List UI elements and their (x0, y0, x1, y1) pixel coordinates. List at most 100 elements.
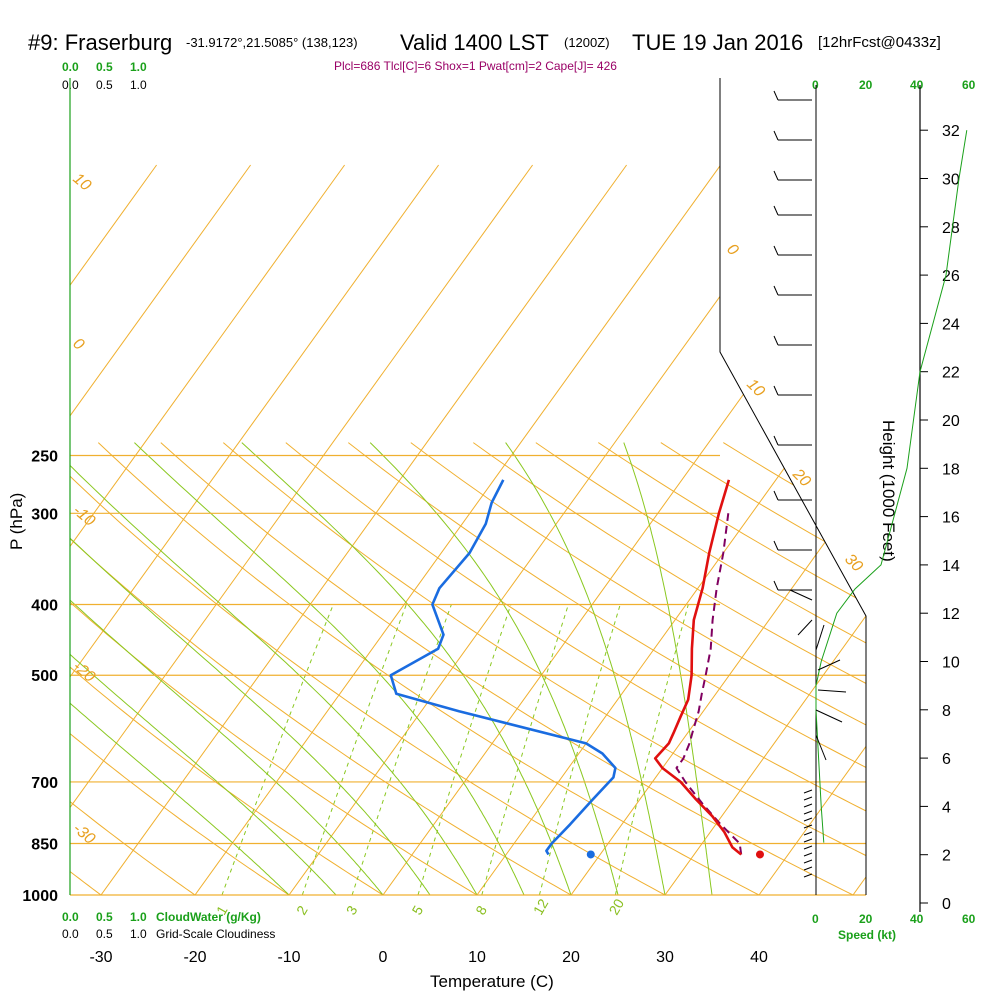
isotherm-line (194, 164, 722, 895)
mixing-ratio-line (417, 604, 512, 895)
isotherm-line (664, 164, 866, 895)
svg-text:40: 40 (910, 78, 924, 92)
wind-profile (815, 130, 968, 843)
pressure-tick-label: 250 (31, 448, 58, 465)
dry-adiabat (973, 443, 1000, 911)
dry-adiabat (70, 442, 218, 895)
x-tick-label: -20 (183, 949, 206, 966)
x-tick-label: 0 (379, 949, 388, 966)
top-cloud-scale: 0.0 0.5 1.0 0.0 0.5 1.0 (62, 60, 147, 92)
surface-temp-point (755, 850, 764, 859)
wind-barb-flag (773, 90, 779, 101)
moist-adiabat (70, 442, 431, 895)
svg-text:Grid-Scale Cloudiness: Grid-Scale Cloudiness (156, 927, 275, 941)
wind-barb (803, 859, 813, 864)
wind-barb-flag (773, 170, 779, 181)
dry-adiabat (598, 442, 866, 895)
isotherm-line (70, 164, 346, 895)
mixing-ratio-label: 20 (606, 896, 628, 918)
pressure-tick-label: 500 (31, 668, 58, 685)
wind-barb-flag (773, 435, 779, 446)
height-tick-label: 28 (942, 220, 960, 237)
moist-adiabat (369, 442, 619, 895)
mixing-ratio-label: 8 (472, 903, 490, 918)
isotherm-label: 10 (69, 170, 94, 195)
wind-barb (803, 838, 813, 843)
svg-text:CloudWater (g/Kg): CloudWater (g/Kg) (156, 910, 261, 924)
mixing-ratio-label: 3 (343, 903, 361, 918)
wind-barb-flag (773, 540, 779, 551)
dewpoint-line (389, 479, 617, 856)
svg-text:0.0: 0.0 (62, 60, 79, 74)
pressure-tick-label: 700 (31, 775, 58, 792)
dry-adiabat (347, 442, 866, 895)
wind-barb (803, 845, 813, 850)
wind-barbs (773, 90, 847, 878)
isotherm-label: 10 (743, 376, 768, 401)
wind-barb (817, 689, 847, 693)
mixing-ratio-line (351, 604, 452, 895)
isotherm-line (852, 164, 866, 895)
dry-adiabat (70, 442, 599, 895)
moist-adiabat (70, 442, 478, 895)
forecast-info: [12hrFcst@0433z] (818, 34, 941, 51)
moist-adiabat (134, 442, 525, 895)
svg-text:60: 60 (962, 912, 976, 926)
svg-text:0.5: 0.5 (96, 910, 113, 924)
moist-adiabat (623, 442, 713, 895)
height-tick-label: 10 (942, 655, 960, 672)
height-tick-label: 2 (942, 848, 951, 865)
pressure-tick-label: 1000 (22, 888, 58, 905)
height-tick-label: 30 (942, 172, 960, 189)
height-axis-label: Height (1000 Feet) (879, 420, 898, 562)
isotherm-label: 0 (69, 335, 87, 354)
mixing-ratio-labels: 1 2 3 5 8 12 20 (213, 896, 627, 918)
zulu-time: (1200Z) (564, 35, 610, 50)
isotherm-line (288, 164, 816, 895)
mixing-ratio-label: 12 (530, 896, 552, 918)
isobars (70, 454, 866, 896)
height-tick-label: 16 (942, 510, 960, 527)
height-tick-label: 24 (942, 316, 960, 333)
forecast-date: TUE 19 Jan 2016 (632, 30, 803, 55)
isotherm-line (758, 164, 866, 895)
wind-barb (803, 866, 813, 871)
x-tick-label: 20 (562, 949, 580, 966)
wind-barb (803, 789, 813, 794)
wind-barb-flag (773, 385, 779, 396)
wind-barb (803, 873, 813, 878)
wind-barb-flag (773, 580, 779, 591)
wind-barb (803, 831, 813, 836)
wind-barb (817, 659, 841, 671)
isotherm-label: 20 (788, 465, 813, 490)
station-coords: -31.9172°,21.5085° (138,123) (186, 35, 358, 50)
isotherm-line (476, 164, 866, 895)
mixing-ratio-label: 5 (408, 903, 426, 918)
svg-text:1.0: 1.0 (130, 927, 147, 941)
wind-barb (803, 852, 813, 857)
stability-params: Plcl=686 Tlcl[C]=6 Shox=1 Pwat[cm]=2 Cap… (334, 59, 617, 73)
svg-text:1.0: 1.0 (130, 910, 147, 924)
x-tick-label: -10 (277, 949, 300, 966)
plot-boundary (69, 78, 921, 912)
height-tick-label: 8 (942, 703, 951, 720)
svg-text:40: 40 (910, 912, 924, 926)
wind-barb-flag (773, 130, 779, 141)
wind-barb (789, 589, 813, 601)
dry-adiabat (285, 442, 866, 895)
surface-dewpoint-point (586, 850, 595, 859)
height-tick-label: 26 (942, 268, 960, 285)
svg-text:0.0: 0.0 (62, 910, 79, 924)
svg-text:0.5: 0.5 (96, 78, 113, 92)
skew-boundary-line (719, 78, 867, 895)
sounding-series (389, 479, 764, 859)
svg-text:1.0: 1.0 (130, 60, 147, 74)
valid-time: Valid 1400 LST (400, 30, 549, 55)
wind-barb (803, 824, 813, 829)
wind-barb (803, 810, 813, 815)
mixing-ratio-line (301, 604, 407, 895)
x-tick-label: 10 (468, 949, 486, 966)
mixing-ratio-line (481, 604, 569, 895)
x-tick-labels: -30 -20 -10 0 10 20 30 40 (89, 949, 768, 966)
